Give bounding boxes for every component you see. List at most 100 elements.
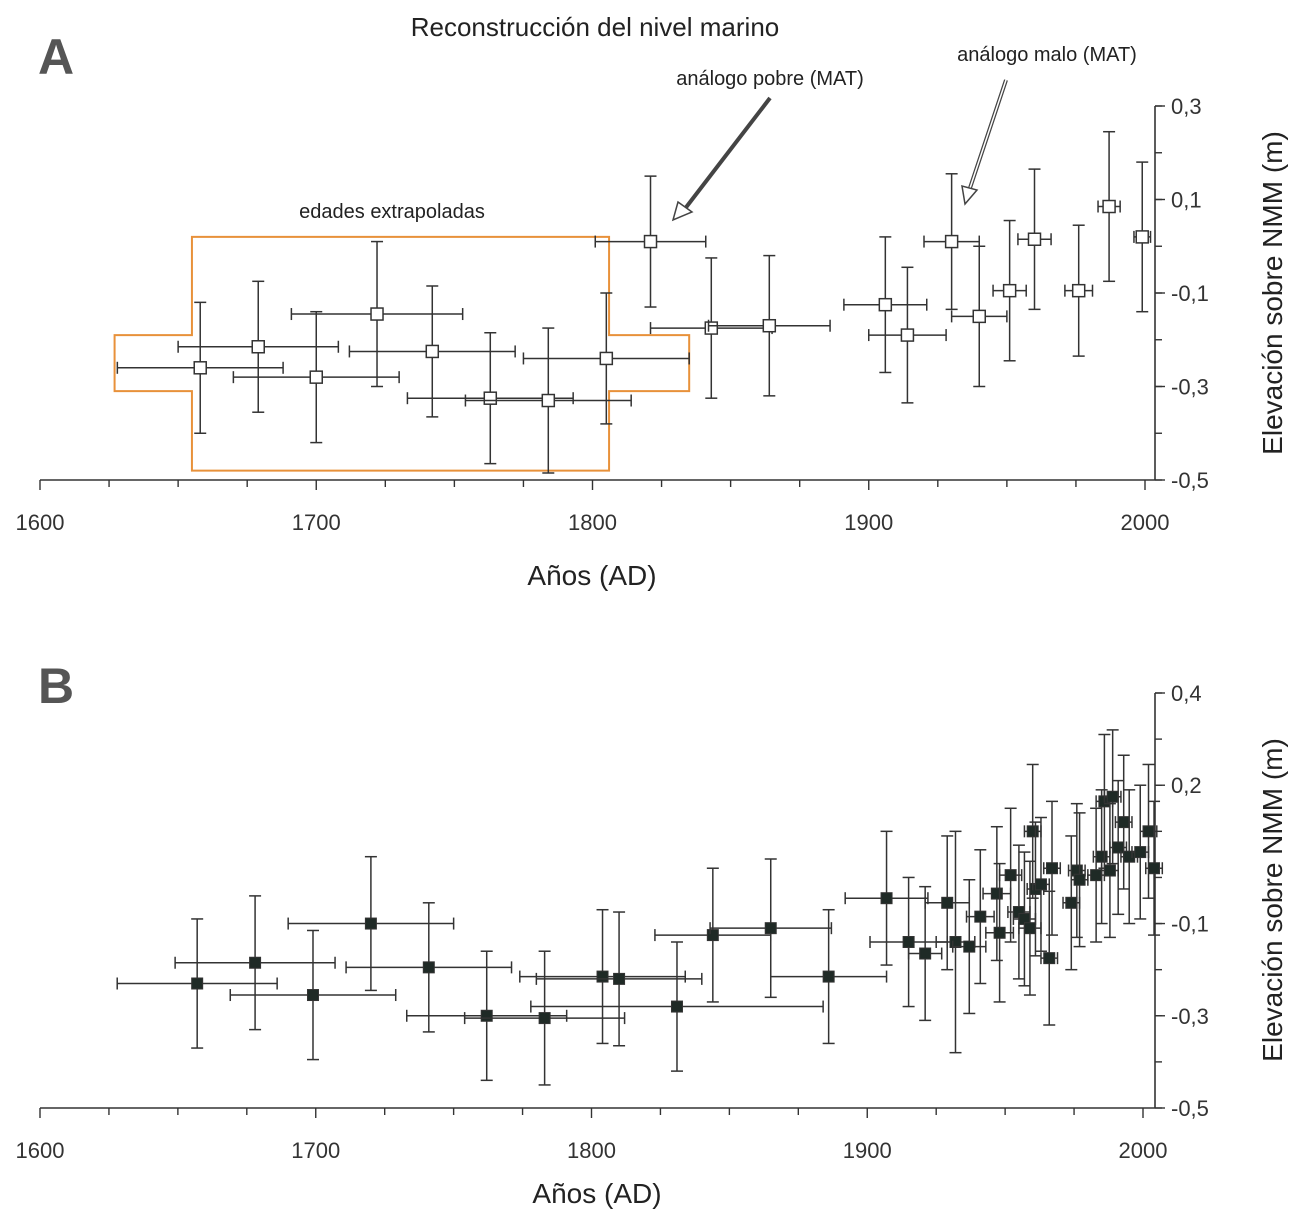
data-point — [287, 855, 455, 992]
marker-square — [1102, 199, 1116, 214]
marker-square — [764, 922, 777, 935]
extrapolated-region-outline — [113, 235, 691, 472]
marker-square — [1095, 850, 1108, 863]
marker-square — [370, 307, 384, 321]
x-tick-label: 2000 — [1119, 1138, 1168, 1163]
data-point — [1139, 763, 1158, 899]
marker-square — [596, 970, 609, 983]
annotation-extrapolated: edades extrapoladas — [299, 201, 485, 223]
data-point — [769, 908, 888, 1045]
marker-square — [878, 297, 893, 312]
marker-square — [425, 344, 440, 359]
data-point — [1017, 168, 1052, 311]
marker-square — [1026, 825, 1039, 838]
marker-square — [538, 1012, 551, 1025]
data-point — [1031, 816, 1050, 952]
data-point — [1070, 812, 1089, 948]
x-tick-label: 1900 — [843, 1138, 892, 1163]
chart-title: Reconstrucción del nivel marino — [411, 12, 780, 42]
marker-square — [949, 936, 962, 948]
marker-square — [963, 940, 976, 953]
data-point — [998, 807, 1023, 943]
marker-square — [1071, 283, 1086, 298]
data-point — [1042, 800, 1062, 936]
data-point — [519, 908, 687, 1045]
marker-square — [919, 947, 932, 960]
marker-square — [993, 926, 1006, 939]
marker-square — [762, 318, 777, 333]
marker-square — [902, 936, 915, 948]
marker-square — [309, 370, 323, 384]
y-tick-label: -0,1 — [1171, 281, 1209, 306]
marker-square — [944, 234, 959, 249]
data-point — [654, 867, 772, 1003]
marker-square — [193, 361, 207, 375]
data-point — [232, 310, 400, 444]
marker-square — [1090, 869, 1103, 882]
data-point — [924, 835, 971, 971]
marker-square — [1002, 283, 1017, 298]
marker-square — [1065, 896, 1078, 909]
data-point — [463, 950, 626, 1086]
marker-square — [249, 956, 262, 969]
y-tick-label: 0,4 — [1171, 681, 1202, 706]
y-axis-title: Elevación sobre NMM (m) — [1257, 738, 1288, 1062]
marker-square — [1046, 862, 1059, 875]
x-tick-label: 1900 — [844, 510, 893, 535]
bad-analog-arrow-shaft-inner — [969, 79, 1007, 189]
panel-letter: B — [38, 658, 74, 714]
x-tick-label: 2000 — [1121, 510, 1170, 535]
data-point — [844, 830, 929, 966]
x-axis-title: Años (AD) — [532, 1178, 661, 1209]
poor-analog-arrow-shaft — [682, 96, 772, 212]
x-tick-label: 1600 — [16, 1138, 65, 1163]
data-point — [965, 849, 995, 985]
data-point — [174, 895, 336, 1031]
marker-square — [422, 961, 435, 974]
y-tick-label: 0,2 — [1171, 773, 1202, 798]
data-point — [348, 285, 516, 418]
data-point — [923, 173, 980, 311]
data-point — [522, 292, 690, 425]
marker-square — [480, 1009, 493, 1022]
x-tick-label: 1700 — [292, 510, 341, 535]
marker-square — [1043, 952, 1056, 965]
annotation-bad-analog: análogo malo (MAT) — [957, 44, 1137, 66]
annotation-poor-analog: análogo pobre (MAT) — [676, 68, 864, 90]
data-point — [530, 941, 824, 1072]
data-point — [1145, 800, 1164, 936]
marker-square — [1027, 232, 1042, 246]
marker-square — [990, 887, 1003, 900]
y-tick-label: -0,5 — [1171, 468, 1209, 493]
marker-square — [704, 321, 719, 335]
data-point — [229, 929, 397, 1061]
marker-square — [1112, 841, 1125, 854]
marker-square — [1103, 864, 1116, 877]
y-tick-label: -0,3 — [1171, 375, 1209, 400]
data-point — [1040, 890, 1059, 1026]
data-point — [1109, 779, 1128, 916]
data-point — [1133, 161, 1152, 313]
marker-square — [306, 989, 319, 1002]
marker-square — [364, 917, 377, 930]
data-point — [950, 245, 1008, 388]
data-point — [535, 911, 703, 1047]
y-tick-label: -0,3 — [1171, 1004, 1209, 1029]
data-point — [116, 301, 284, 434]
marker-square — [1135, 230, 1149, 244]
marker-square — [191, 977, 204, 990]
data-point — [843, 236, 928, 374]
y-tick-label: 0,3 — [1171, 94, 1202, 119]
y-tick-label: -0,1 — [1171, 912, 1209, 937]
marker-square — [670, 1000, 683, 1013]
data-point — [985, 862, 1015, 1003]
data-point — [290, 240, 464, 388]
marker-square — [483, 391, 498, 405]
data-point — [1023, 763, 1042, 899]
data-point — [1100, 802, 1119, 939]
marker-square — [974, 910, 987, 923]
marker-square — [1004, 869, 1017, 882]
marker-square — [1073, 873, 1086, 886]
marker-square — [972, 309, 986, 324]
